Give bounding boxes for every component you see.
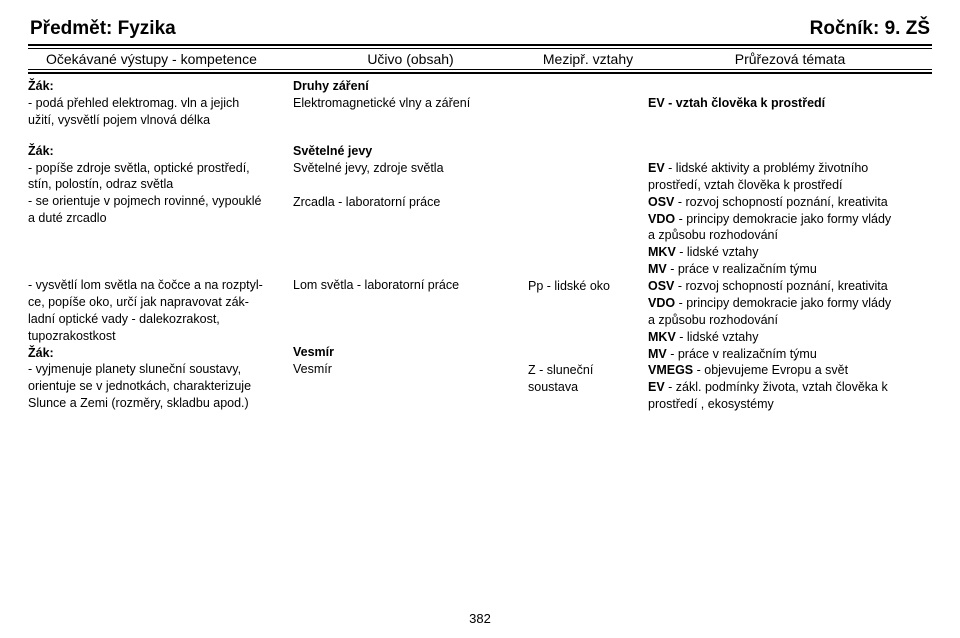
col-themes: EV - vztah člověka k prostředí EV - lids… (648, 78, 932, 413)
topic-line: Vesmír (293, 361, 520, 378)
theme-line: MKV - lidské vztahy (648, 329, 932, 346)
page-number: 382 (0, 611, 960, 626)
theme-line: a způsobu rozhodování (648, 227, 932, 244)
theme-line: prostředí , ekosystémy (648, 396, 932, 413)
outcome-line: - vyjmenuje planety sluneční soustavy, (28, 361, 285, 378)
zak-label: Žák: (28, 78, 285, 95)
divider-mid-thin (28, 69, 932, 70)
outcome-line: - podá přehled elektromag. vln a jejich (28, 95, 285, 112)
outcome-line: a duté zrcadlo (28, 210, 285, 227)
column-headers: Očekávané výstupy - kompetence Učivo (ob… (28, 50, 932, 68)
grade-title: Ročník: 9. ZŠ (810, 18, 930, 40)
relation-line: Pp - lidské oko (528, 278, 640, 295)
col-header-1: Očekávané výstupy - kompetence (28, 51, 293, 67)
outcome-line: stín, polostín, odraz světla (28, 176, 285, 193)
outcome-line: ce, popíše oko, určí jak napravovat zák- (28, 294, 285, 311)
col-header-2: Učivo (obsah) (293, 51, 528, 67)
theme-line: OSV - rozvoj schopností poznání, kreativ… (648, 194, 932, 211)
col-outcomes: Žák: - podá přehled elektromag. vln a je… (28, 78, 293, 413)
outcome-line: - popíše zdroje světla, optické prostřed… (28, 160, 285, 177)
theme-line: MV - práce v realizačním týmu (648, 261, 932, 278)
outcome-line: orientuje se v jednotkách, charakterizuj… (28, 378, 285, 395)
outcome-line: ladní optické vady - dalekozrakost, (28, 311, 285, 328)
subject-title: Předmět: Fyzika (30, 18, 176, 40)
topic-line: Elektromagnetické vlny a záření (293, 95, 520, 112)
topic-line: Zrcadla - laboratorní práce (293, 194, 520, 211)
theme-line: VDO - principy demokracie jako formy vlá… (648, 211, 932, 228)
relation-line: Z - sluneční (528, 362, 640, 379)
col-header-3: Mezipř. vztahy (528, 51, 648, 67)
outcome-line: - se orientuje v pojmech rovinné, vypouk… (28, 193, 285, 210)
topic-heading: Světelné jevy (293, 143, 520, 160)
theme-line: MV - práce v realizačním týmu (648, 346, 932, 363)
outcome-line: - vysvětlí lom světla na čočce a na rozp… (28, 277, 285, 294)
theme-line: EV - vztah člověka k prostředí (648, 95, 932, 112)
divider-top-thick (28, 44, 932, 46)
relation-line: soustava (528, 379, 640, 396)
topic-line: Světelné jevy, zdroje světla (293, 160, 520, 177)
theme-line: a způsobu rozhodování (648, 312, 932, 329)
theme-line: MKV - lidské vztahy (648, 244, 932, 261)
theme-line: VMEGS - objevujeme Evropu a svět (648, 362, 932, 379)
zak-label: Žák: (28, 345, 285, 362)
theme-line: VDO - principy demokracie jako formy vlá… (648, 295, 932, 312)
outcome-line: Slunce a Zemi (rozměry, skladbu apod.) (28, 395, 285, 412)
theme-line: EV - zákl. podmínky života, vztah člověk… (648, 379, 932, 396)
zak-label: Žák: (28, 143, 285, 160)
theme-line: EV - lidské aktivity a problémy životníh… (648, 160, 932, 177)
col-relations: Pp - lidské oko Z - sluneční soustava (528, 78, 648, 413)
outcome-line: tupozrakostkost (28, 328, 285, 345)
outcome-line: užití, vysvětlí pojem vlnová délka (28, 112, 285, 129)
topic-heading: Vesmír (293, 344, 520, 361)
topic-heading: Druhy záření (293, 78, 520, 95)
col-header-4: Průřezová témata (648, 51, 932, 67)
divider-top-thin (28, 48, 932, 49)
divider-mid-thick (28, 72, 932, 74)
topic-line: Lom světla - laboratorní práce (293, 277, 520, 294)
header-row: Předmět: Fyzika Ročník: 9. ZŠ (28, 18, 932, 42)
theme-line: prostředí, vztah člověka k prostředí (648, 177, 932, 194)
content-grid: Žák: - podá přehled elektromag. vln a je… (28, 78, 932, 413)
col-curriculum: Druhy záření Elektromagnetické vlny a zá… (293, 78, 528, 413)
theme-line: OSV - rozvoj schopností poznání, kreativ… (648, 278, 932, 295)
